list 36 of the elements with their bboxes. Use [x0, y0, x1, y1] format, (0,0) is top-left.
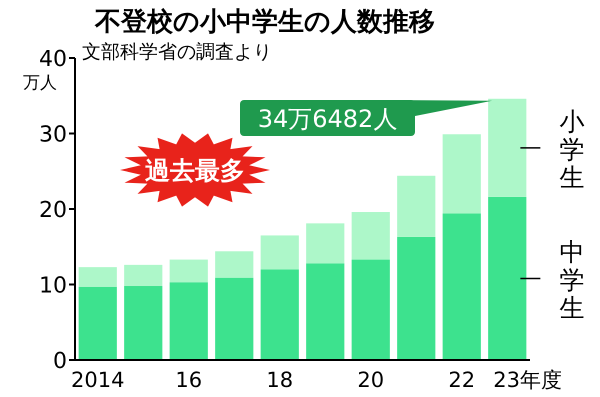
bar	[124, 264, 162, 286]
bar	[306, 263, 344, 360]
bar	[260, 269, 299, 360]
y-tick-label: 30	[39, 122, 67, 148]
y-tick-label: 0	[53, 349, 67, 374]
bar	[170, 260, 208, 282]
x-tick-label: 2014	[71, 368, 124, 392]
x-tick-label: 22	[448, 368, 476, 392]
bar	[442, 214, 481, 360]
annotation: 過去最多	[145, 156, 245, 185]
bar	[215, 278, 254, 360]
y-tick-label: 40	[39, 47, 67, 72]
annotation: 34万6482人	[258, 105, 398, 133]
x-tick-label: 20	[357, 368, 384, 392]
chart-title: 不登校の小中学生の人数推移	[94, 7, 435, 37]
bar	[442, 134, 481, 214]
bar	[78, 267, 117, 287]
bar	[78, 286, 117, 360]
bar	[260, 235, 299, 270]
x-tick-label: 18	[266, 368, 294, 392]
y-axis-title: 万人	[23, 73, 57, 93]
bar	[352, 260, 390, 360]
bar	[215, 251, 254, 278]
bar	[488, 196, 526, 360]
bar	[352, 212, 390, 260]
bar	[170, 282, 208, 360]
x-tick-label: 23年度	[493, 368, 562, 392]
bar	[397, 176, 436, 237]
bar	[306, 223, 344, 264]
bar	[397, 236, 436, 360]
y-tick-label: 20	[39, 198, 67, 223]
x-tick-label: 16	[175, 368, 202, 392]
bar	[124, 286, 162, 360]
bar	[488, 98, 526, 197]
chart-subtitle: 文部科学省の調査より	[82, 41, 272, 63]
y-tick-label: 10	[39, 274, 67, 298]
